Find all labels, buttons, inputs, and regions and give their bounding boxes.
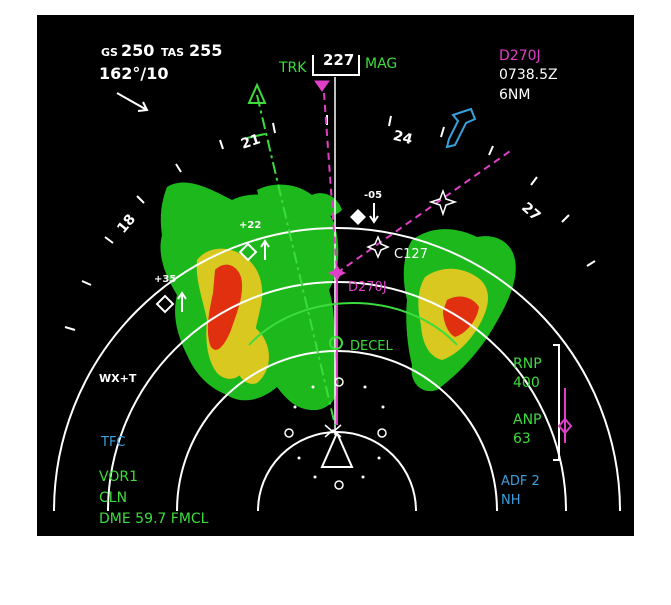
adf-source: ADF 2 [501, 474, 540, 489]
traffic-down-arrow-icon [369, 203, 379, 224]
waypoint-distance: 6NM [499, 87, 531, 103]
wind-readout: 162°/10 [99, 64, 169, 83]
traffic-diamond-2-icon [155, 294, 175, 314]
compass-label-24: 24 [391, 127, 415, 149]
decel-point-icon [329, 336, 343, 350]
tas-label: TAS [161, 46, 185, 59]
traffic-solid-diamond-icon [350, 209, 366, 225]
compass-rose-dots [293, 385, 385, 479]
gs-value: 250 [121, 41, 155, 60]
range-arc-4 [53, 227, 621, 512]
mag-label: MAG [365, 56, 398, 72]
anp-label: ANP [513, 412, 542, 428]
tfc-label: TFC [101, 435, 126, 450]
trk-label: TRK [279, 60, 307, 76]
range-arc-1 [257, 431, 417, 512]
adf-ident: NH [501, 493, 521, 508]
vor-ident: CLN [99, 490, 128, 506]
dme-readout: DME 59.7 FMCL [99, 511, 209, 527]
rnp-value: 400 [513, 375, 540, 391]
fix-star-icon [428, 188, 458, 217]
wx-green-upper [257, 184, 342, 222]
traffic-altitude-1: +22 [239, 220, 262, 231]
map-layer [53, 55, 621, 512]
rnp-label: RNP [513, 356, 542, 372]
traffic-up-arrow-1-icon [260, 239, 270, 260]
fix-label-c127: C127 [394, 247, 428, 262]
route-waypoint-icon [328, 265, 346, 281]
traffic-altitude-2: +35 [154, 274, 177, 285]
active-waypoint-name: D270J [499, 48, 541, 64]
range-to-altitude-arc [248, 302, 458, 346]
wx-red-right [443, 296, 479, 337]
fix-c127-icon [366, 235, 390, 259]
heading-box [312, 55, 360, 76]
track-line [246, 82, 336, 426]
gs-label: GS [101, 46, 118, 59]
compass-ticks [64, 115, 596, 331]
waypoint-eta: 0738.5Z [499, 67, 558, 83]
wind-arrow-icon [116, 92, 149, 112]
rnp-anp-scale [553, 344, 573, 461]
wx-mode-label: WX+T [99, 372, 137, 385]
weather-radar-returns [160, 182, 516, 411]
traffic-up-arrow-2-icon [177, 291, 187, 312]
decel-label: DECEL [350, 339, 393, 354]
anp-pointer-icon [557, 417, 573, 435]
traffic-diamond-1-icon [238, 242, 258, 262]
wx-yellow-mid [235, 323, 269, 384]
navigation-display: GS 250 TAS 255 162°/10 TRK 227 MAG D270J… [37, 15, 634, 536]
adf-pointer-icon [445, 107, 477, 149]
route-waypoint-label: D270J [348, 280, 387, 295]
heading-value: 227 [323, 51, 355, 69]
track-arrow-icon [247, 82, 267, 104]
traffic-altitude-3: -05 [364, 190, 383, 201]
vor-source: VOR1 [99, 469, 138, 485]
tas-value: 255 [189, 41, 223, 60]
nearby-navaid-symbols [284, 377, 387, 490]
wx-red-left [207, 264, 243, 350]
anp-value: 63 [513, 431, 531, 447]
own-aircraft-icon [320, 430, 354, 468]
selected-heading-bug-icon [314, 80, 330, 92]
